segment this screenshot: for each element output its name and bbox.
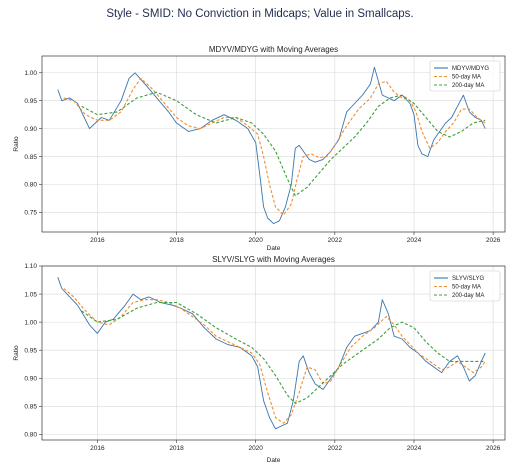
chart2-ytick-label: 1.00 bbox=[24, 319, 37, 326]
chart1-ytick-label: 0.90 bbox=[24, 126, 37, 133]
chart2-ytick-label: 0.95 bbox=[24, 347, 37, 354]
chart2-legend-label: SLYV/SLYG bbox=[452, 276, 484, 282]
chart1-series-ma50-line bbox=[63, 77, 486, 216]
chart2-series-ratio-line bbox=[57, 277, 486, 430]
chart1-ytick-label: 0.75 bbox=[24, 210, 37, 217]
chart2-ylabel: Ratio bbox=[13, 345, 20, 361]
chart1-ylabel: Ratio bbox=[13, 136, 20, 152]
chart1-series-ma200-line bbox=[81, 91, 486, 197]
page-title: Style - SMID: No Conviction in Midcaps; … bbox=[106, 8, 414, 20]
chart1-xtick-label: 2020 bbox=[248, 237, 263, 244]
chart1-legend-label: 200-day MA bbox=[452, 83, 484, 89]
chart2-ytick-label: 1.05 bbox=[24, 291, 37, 298]
chart1-ytick-label: 1.00 bbox=[24, 70, 37, 77]
chart1-plot-frame bbox=[41, 55, 506, 233]
chart1-ytick-label: 0.95 bbox=[24, 98, 37, 105]
chart1-xtick-label: 2018 bbox=[169, 237, 184, 244]
chart1-xtick-label: 2026 bbox=[486, 237, 501, 244]
chart1-legend-label: 50-day MA bbox=[452, 75, 481, 81]
chart1-xtick-label: 2024 bbox=[407, 237, 422, 244]
chart2-xtick-label: 2026 bbox=[486, 445, 501, 452]
chart1-ytick-label: 0.80 bbox=[24, 182, 37, 189]
chart2-ytick-label: 0.80 bbox=[24, 432, 37, 439]
chart1-legend-label: MDYV/MDYG bbox=[452, 66, 489, 72]
chart2-xtick-label: 2018 bbox=[169, 445, 184, 452]
chart2-ytick-label: 0.90 bbox=[24, 375, 37, 382]
chart2-ytick-label: 0.85 bbox=[24, 404, 37, 411]
chart1-xlabel: Date bbox=[267, 245, 281, 252]
chart2-legend-label: 200-day MA bbox=[452, 293, 484, 299]
chart2-title: SLYV/SLYG with Moving Averages bbox=[212, 255, 335, 264]
chart2-xtick-label: 2020 bbox=[248, 445, 263, 452]
chart1-xtick-label: 2022 bbox=[328, 237, 343, 244]
chart2-xlabel: Date bbox=[267, 457, 281, 464]
chart2-ytick-label: 1.10 bbox=[24, 263, 37, 270]
chart2-xtick-label: 2022 bbox=[328, 445, 343, 452]
chart2-legend-label: 50-day MA bbox=[452, 285, 481, 291]
chart2-plot-frame bbox=[41, 265, 506, 441]
chart1-series-ratio-line bbox=[57, 66, 486, 225]
chart2-xtick-label: 2024 bbox=[407, 445, 422, 452]
chart2-series-ma50-line bbox=[63, 288, 486, 424]
chart2-xtick-label: 2016 bbox=[90, 445, 105, 452]
chart1-ytick-label: 0.85 bbox=[24, 154, 37, 161]
chart1-xtick-label: 2016 bbox=[90, 237, 105, 244]
chart1-title: MDYV/MDYG with Moving Averages bbox=[209, 45, 338, 54]
chart2-series-ma200-line bbox=[81, 301, 486, 405]
